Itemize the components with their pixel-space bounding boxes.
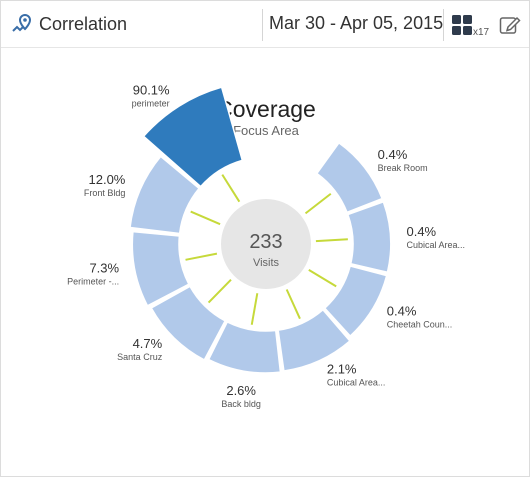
slice-name-label: Front Bldg <box>84 188 126 198</box>
spokes <box>185 174 348 325</box>
slice-segment[interactable] <box>346 200 392 274</box>
chart-subtitle: Focus Area <box>233 123 300 138</box>
spoke-line <box>190 210 221 226</box>
slice-value-label: 0.4% <box>387 304 417 319</box>
map-pin-analytics-icon <box>12 13 32 32</box>
spoke-line <box>285 289 301 320</box>
card-header: Correlation Mar 30 - Apr 05, 2015 x17 <box>1 1 529 48</box>
slice-name-label: Back bldg <box>221 399 261 409</box>
spoke-line <box>185 252 218 261</box>
segments <box>129 86 392 374</box>
slice-segment[interactable] <box>315 141 384 214</box>
edit-icon[interactable] <box>499 14 521 36</box>
slice-value-label: 0.4% <box>406 224 436 239</box>
slice-name-label: Break Room <box>378 163 428 173</box>
header-divider <box>262 9 263 41</box>
spoke-line <box>315 238 348 243</box>
header-divider <box>443 9 444 41</box>
spoke-line <box>308 268 337 288</box>
slice-name-label: Cubical Area... <box>406 240 465 250</box>
slice-value-label: 12.0% <box>89 172 126 187</box>
center-label: Visits <box>253 257 280 269</box>
page-title: Correlation <box>39 13 128 34</box>
slice-name-label: Perimeter -... <box>67 276 119 286</box>
slice-value-label: 7.3% <box>89 260 119 275</box>
spoke-line <box>221 174 241 203</box>
center-value: 233 <box>249 231 282 253</box>
slice-value-label: 2.1% <box>327 362 357 377</box>
slice-segment[interactable] <box>207 320 282 374</box>
slice-segment[interactable] <box>150 285 227 361</box>
spoke-line <box>304 192 332 215</box>
slice-name-label: Santa Cruz <box>117 352 163 362</box>
slice-segment[interactable] <box>323 265 388 338</box>
slice-name-label: Cheetah Coun... <box>387 320 453 330</box>
title-group: Correlation <box>11 13 127 35</box>
slice-segment[interactable] <box>277 308 351 372</box>
slice-value-label: 90.1% <box>133 82 170 97</box>
center-circle <box>221 199 311 289</box>
slice-name-label: perimeter <box>132 98 170 108</box>
slice-segment[interactable] <box>131 230 190 307</box>
slice-value-label: 4.7% <box>133 336 163 351</box>
spoke-line <box>207 278 232 304</box>
grid-icon[interactable] <box>451 14 473 36</box>
slice-segment[interactable] <box>142 86 244 188</box>
slice-name-label: Cubical Area... <box>327 378 386 388</box>
grid-count-badge: x17 <box>473 27 490 38</box>
slice-value-label: 2.6% <box>226 383 256 398</box>
coverage-chart: Coverage Focus Area 233 Visits 0.4%Break… <box>67 82 465 409</box>
slice-value-label: 0.4% <box>378 147 408 162</box>
date-range-picker[interactable]: Mar 30 - Apr 05, 2015 <box>269 13 444 33</box>
slice-segment[interactable] <box>129 155 201 235</box>
chart-title: Coverage <box>216 96 316 122</box>
spoke-line <box>250 293 259 325</box>
